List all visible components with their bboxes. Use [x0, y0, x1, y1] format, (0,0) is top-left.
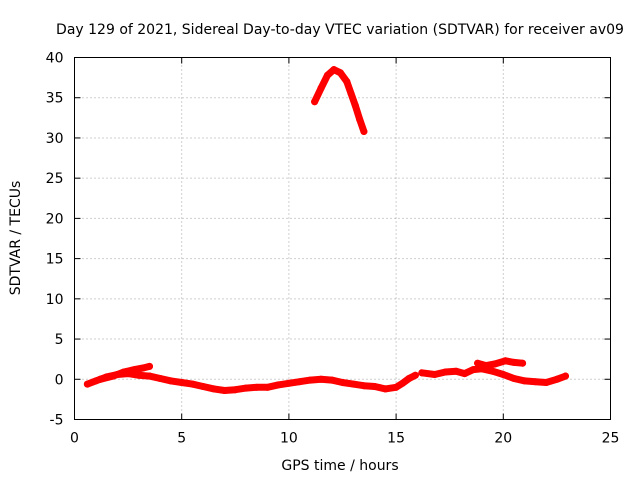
data-point: [499, 370, 507, 378]
data-point: [210, 385, 218, 393]
y-tick-label: 35: [46, 91, 64, 107]
data-point: [146, 362, 154, 370]
y-tick-label: 30: [46, 131, 64, 147]
data-point: [531, 378, 539, 386]
data-point: [360, 382, 368, 390]
data-point: [306, 376, 314, 384]
data-point: [296, 378, 304, 386]
data-point: [381, 385, 389, 393]
data-point: [347, 90, 355, 98]
data-point: [139, 364, 147, 372]
data-point: [474, 359, 482, 367]
data-point: [392, 383, 400, 391]
data-point: [274, 381, 282, 389]
series-peak-arc: [311, 66, 368, 135]
data-point: [131, 366, 139, 374]
data-point: [491, 360, 499, 368]
data-point: [167, 377, 175, 385]
data-point: [231, 386, 239, 394]
y-axis-label: SDTVAR / TECUs: [8, 181, 24, 296]
x-tick-label: 0: [70, 431, 79, 447]
y-tick-label: 10: [46, 292, 64, 308]
data-point: [519, 359, 527, 367]
data-point: [253, 383, 261, 391]
data-point: [510, 374, 518, 382]
y-tick-label: 25: [46, 171, 64, 187]
data-point: [356, 115, 364, 123]
data-point: [317, 84, 325, 92]
x-tick-label: 25: [602, 431, 620, 447]
data-point: [343, 78, 351, 86]
data-point: [489, 367, 497, 375]
data-point: [501, 357, 509, 365]
data-point: [146, 372, 154, 380]
data-point: [441, 368, 449, 376]
x-tick-label: 15: [387, 431, 405, 447]
data-point: [199, 383, 207, 391]
data-point: [461, 370, 469, 378]
chart-title: Day 129 of 2021, Sidereal Day-to-day VTE…: [56, 22, 624, 38]
data-point: [330, 66, 338, 74]
data-point: [360, 128, 368, 136]
data-point: [399, 379, 407, 387]
data-point: [83, 380, 91, 388]
data-point: [521, 377, 529, 385]
data-point: [109, 372, 117, 380]
ticks-layer: 0 5 10 15 20 25 -5 0 5 10 15 20 25 30 35 40: [46, 51, 620, 447]
x-tick-label: 10: [280, 431, 298, 447]
y-tick-label: 40: [46, 51, 64, 67]
data-point: [178, 378, 186, 386]
data-point: [120, 368, 128, 376]
data-point: [542, 378, 550, 386]
x-tick-label: 5: [177, 431, 186, 447]
data-point: [351, 102, 359, 110]
data-point: [336, 69, 344, 77]
data-point: [328, 376, 336, 384]
data-point: [418, 369, 426, 377]
data-point: [452, 367, 460, 375]
data-point: [553, 375, 561, 383]
data-point: [311, 98, 319, 106]
data-point: [242, 384, 250, 392]
data-point: [482, 362, 490, 370]
data-point: [510, 358, 518, 366]
y-tick-label: 20: [46, 211, 64, 227]
y-tick-label: 0: [55, 372, 64, 388]
y-tick-label: 5: [55, 332, 64, 348]
data-point: [96, 375, 104, 383]
data-point: [135, 371, 143, 379]
series-layer: [83, 66, 569, 395]
data-point: [221, 387, 229, 395]
data-point: [263, 383, 271, 391]
grid-layer: [74, 57, 611, 420]
data-point: [349, 380, 357, 388]
data-point: [561, 372, 569, 380]
data-point: [323, 71, 331, 79]
data-point: [469, 366, 477, 374]
data-point: [339, 378, 346, 386]
data-point: [317, 375, 325, 383]
data-point: [285, 379, 293, 387]
y-tick-label: -5: [50, 413, 64, 429]
data-point: [371, 383, 379, 391]
data-point: [411, 371, 419, 379]
data-point: [405, 374, 413, 382]
y-tick-label: 15: [46, 252, 64, 268]
plot-frame: [74, 57, 611, 420]
data-point: [156, 374, 164, 382]
data-point: [431, 370, 439, 378]
x-axis-label: GPS time / hours: [281, 458, 398, 474]
x-tick-label: 20: [494, 431, 512, 447]
data-point: [188, 380, 196, 388]
